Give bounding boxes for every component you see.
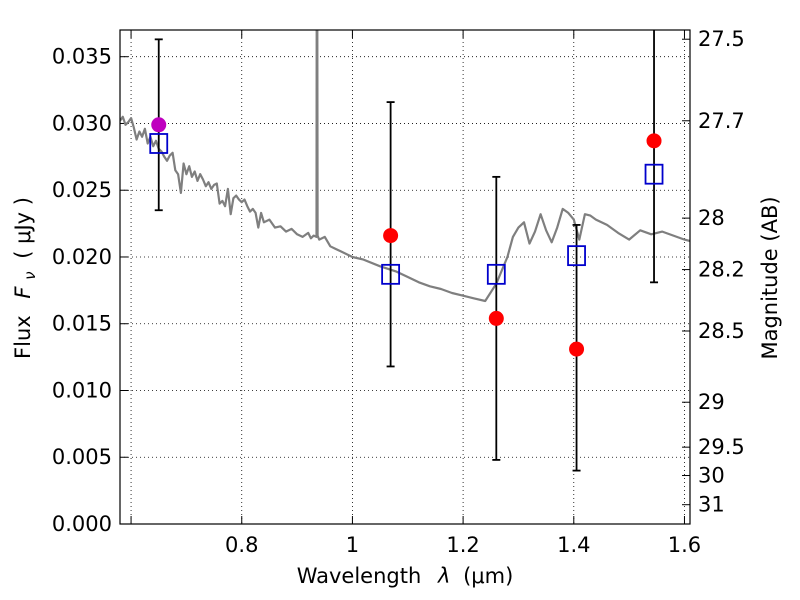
y-axis-label-symbol: F <box>11 286 35 299</box>
y-axis-label-unit: ( μJy ) <box>11 197 35 259</box>
x-tick-label: 0.8 <box>225 533 258 557</box>
y2-tick-label: 28.5 <box>698 319 745 343</box>
x-tick-label: 1 <box>346 533 359 557</box>
model-bandpass-square <box>644 163 664 185</box>
model-bandpass-square <box>567 245 586 267</box>
x-axis-label-main: Wavelength <box>297 564 422 588</box>
plot-frame <box>119 29 691 525</box>
y-axis-label-subscript: ν <box>21 271 39 279</box>
model-bandpass-square <box>486 263 506 285</box>
y2-tick-label: 28.2 <box>698 258 745 282</box>
error-bars <box>154 30 659 472</box>
x-tick-label: 1.2 <box>446 533 479 557</box>
x-axis-label-symbol: λ <box>437 564 450 588</box>
y-tick-label: 0.025 <box>52 178 112 202</box>
model-bandpass-square <box>381 263 401 285</box>
y2-tick-label: 27.7 <box>698 109 745 133</box>
y2-tick-label: 29.5 <box>698 435 745 459</box>
observed-point <box>488 310 504 326</box>
data-markers <box>149 117 664 357</box>
y2-axis-label: Magnitude (AB) <box>758 196 782 359</box>
y-axis-label-main: Flux <box>11 315 35 359</box>
y2-tick-label: 29 <box>698 390 725 414</box>
y-tick-label: 0.020 <box>52 245 112 269</box>
observed-point <box>646 133 662 149</box>
gridlines <box>120 30 690 524</box>
observed-point <box>151 117 167 133</box>
y2-tick-label: 31 <box>698 493 725 517</box>
observed-point <box>383 228 399 244</box>
y2-tick-label: 30 <box>698 464 725 488</box>
observed-point <box>569 341 585 357</box>
model-spectrum-line <box>120 30 690 303</box>
y-tick-label: 0.030 <box>52 111 112 135</box>
y2-tick-label: 27.5 <box>698 27 745 51</box>
x-tick-label: 1.4 <box>557 533 590 557</box>
y-tick-label: 0.010 <box>52 378 112 402</box>
y2-tick-label: 28 <box>698 206 725 230</box>
y-axis-label: Flux F ν ( μJy ) <box>11 197 40 359</box>
x-tick-label: 1.6 <box>668 533 701 557</box>
x-axis-label: Wavelength λ (μm) <box>297 564 514 588</box>
y-tick-label: 0.015 <box>52 312 112 336</box>
axis-ticks <box>120 30 690 525</box>
y-tick-label: 0.005 <box>52 445 112 469</box>
tick-labels: 0.8 1 1.2 1.4 1.6 0.000 0.005 0.010 0.015 0.020 0.… <box>52 27 745 557</box>
y-tick-label: 0.035 <box>52 45 112 69</box>
model-bandpass-square <box>149 133 169 154</box>
x-axis-label-unit: (μm) <box>463 564 513 588</box>
y-tick-label: 0.000 <box>52 512 112 536</box>
